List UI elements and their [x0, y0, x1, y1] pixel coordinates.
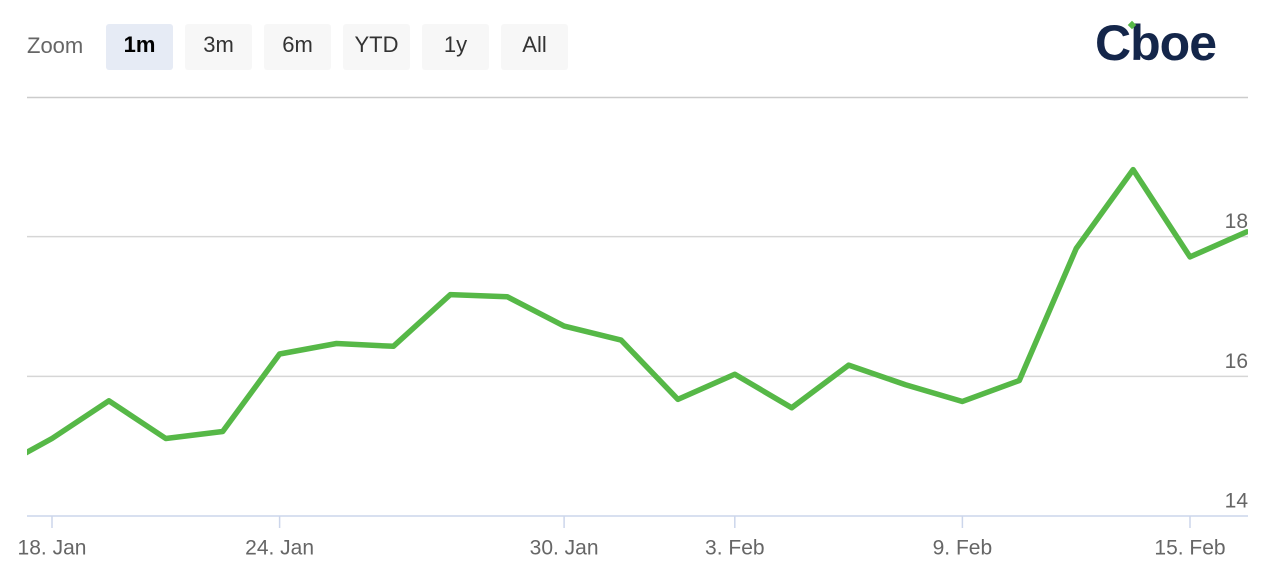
- zoom-button-label[interactable]: 3m: [203, 32, 234, 57]
- logo: Cboe: [1095, 15, 1217, 71]
- x-tick-label: 18. Jan: [18, 537, 87, 560]
- zoom-button-bg[interactable]: [264, 24, 331, 70]
- zoom-button[interactable]: 1m: [106, 24, 173, 70]
- y-tick-label: 16: [1225, 350, 1248, 373]
- zoom-button[interactable]: All: [501, 24, 568, 70]
- zoom-button-label[interactable]: All: [522, 32, 546, 57]
- x-tick-label: 24. Jan: [245, 537, 314, 560]
- plot-area: [27, 166, 1248, 456]
- zoom-label: Zoom: [27, 33, 83, 58]
- x-tick-label: 30. Jan: [530, 537, 599, 560]
- x-tick-label: 9. Feb: [933, 537, 993, 560]
- y-tick-label: 18: [1225, 210, 1248, 233]
- zoom-button[interactable]: 6m: [264, 24, 331, 70]
- logo-text: Cboe: [1095, 15, 1216, 71]
- data-line: [27, 166, 1248, 456]
- zoom-button-bg[interactable]: [501, 24, 568, 70]
- zoom-buttons: 1m 3m 6m YTD 1y All: [106, 24, 568, 70]
- grid: 14 16 18: [27, 210, 1249, 517]
- zoom-button-label[interactable]: YTD: [355, 32, 399, 57]
- zoom-button-bg[interactable]: [106, 24, 173, 70]
- zoom-button[interactable]: YTD: [343, 24, 410, 70]
- zoom-button[interactable]: 1y: [422, 24, 489, 70]
- zoom-button-bg[interactable]: [185, 24, 252, 70]
- x-axis: 18. Jan 24. Jan 30. Jan 3. Feb 9. Feb 15. Feb: [18, 516, 1226, 560]
- zoom-button-label[interactable]: 1m: [124, 32, 156, 57]
- zoom-button[interactable]: 3m: [185, 24, 252, 70]
- x-tick-label: 3. Feb: [705, 537, 765, 560]
- zoom-button-bg[interactable]: [422, 24, 489, 70]
- y-tick-label: 14: [1225, 490, 1249, 513]
- zoom-button-label[interactable]: 6m: [282, 32, 313, 57]
- zoom-button-label[interactable]: 1y: [444, 32, 467, 57]
- x-tick-label: 15. Feb: [1154, 537, 1225, 560]
- zoom-button-bg[interactable]: [343, 24, 410, 70]
